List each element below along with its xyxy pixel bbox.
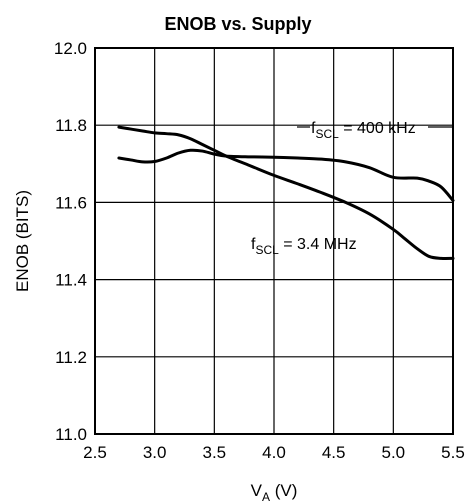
- x-tick-label: 2.5: [83, 443, 107, 462]
- x-tick-label: 5.5: [441, 443, 465, 462]
- y-tick-label: 11.6: [55, 193, 87, 212]
- x-axis-label-sub: A: [262, 490, 270, 504]
- x-axis-ticks: 2.5 3.0 3.5 4.0 4.5 5.0 5.5: [83, 443, 465, 462]
- x-tick-label: 4.5: [322, 443, 346, 462]
- series-1-label-sub: SCL: [315, 127, 339, 141]
- series-1-label-main: f: [311, 120, 316, 137]
- chart-title: ENOB vs. Supply: [164, 14, 311, 34]
- x-tick-label: 5.0: [382, 443, 406, 462]
- y-axis-ticks: 11.0 11.2 11.4 11.6 11.8 12.0: [54, 39, 87, 444]
- y-tick-label: 12.0: [54, 39, 87, 58]
- x-axis-label-main: V: [251, 481, 263, 500]
- x-tick-label: 4.0: [262, 443, 286, 462]
- series-line-2: [117, 125, 455, 261]
- y-tick-label: 11.0: [55, 425, 87, 444]
- x-tick-label: 3.0: [143, 443, 167, 462]
- y-tick-label: 11.4: [55, 271, 87, 290]
- series: [117, 125, 455, 261]
- series-2-label-main: f: [251, 236, 256, 253]
- y-axis-label: ENOB (BITS): [13, 190, 32, 292]
- plot-frame: [94, 47, 454, 435]
- series-2-label: fSCL = 3.4 MHz: [251, 236, 357, 257]
- grid: [94, 47, 454, 435]
- series-2-label-sub: SCL: [255, 243, 279, 257]
- series-line-1: [117, 148, 455, 202]
- x-axis-label: VA (V): [251, 481, 298, 504]
- x-tick-label: 3.5: [203, 443, 227, 462]
- x-axis-label-unit: (V): [270, 481, 297, 500]
- series-1-label: fSCL = 400 kHz: [311, 120, 416, 141]
- y-tick-label: 11.8: [55, 116, 87, 135]
- y-tick-label: 11.2: [55, 348, 87, 367]
- series-1-label-value: = 400 kHz: [339, 120, 416, 137]
- series-2-label-value: = 3.4 MHz: [279, 236, 357, 253]
